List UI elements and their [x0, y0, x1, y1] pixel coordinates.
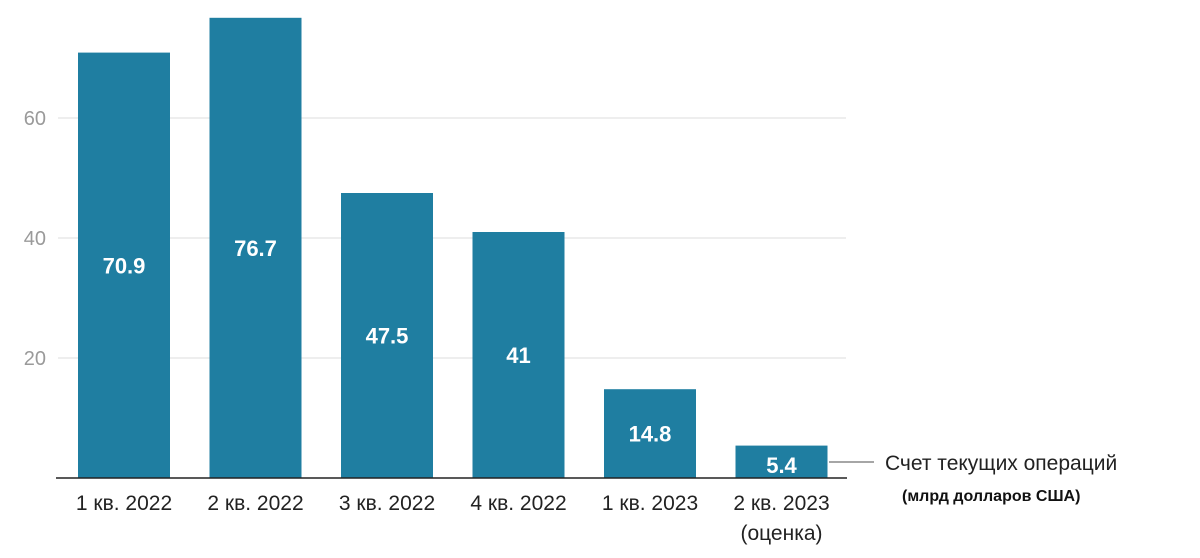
- bar-value-label: 41: [506, 343, 530, 368]
- bar-value-labels: 70.9 76.7 47.5 41 14.8 5.4: [103, 236, 798, 478]
- x-tick-label: 2 кв. 2022: [207, 492, 303, 515]
- bar: [472, 232, 565, 478]
- y-tick-label: 60: [24, 108, 46, 130]
- bar: [604, 389, 696, 478]
- y-tick-label: 20: [24, 348, 46, 370]
- bar: [341, 193, 433, 478]
- series-unit-label: (млрд долларов США): [902, 488, 1080, 505]
- x-tick-label: (оценка): [740, 522, 822, 545]
- bar: [735, 445, 828, 478]
- y-tick-label: 40: [24, 228, 46, 250]
- series-annotation: Счет текущих операций (млрд долларов США): [829, 452, 1117, 505]
- x-tick-label: 3 кв. 2022: [339, 492, 435, 515]
- x-tick-label: 2 кв. 2023: [733, 492, 829, 515]
- x-tick-label: 1 кв. 2023: [602, 492, 698, 515]
- x-axis-ticks: 1 кв. 2022 2 кв. 2022 3 кв. 2022 4 кв. 2022…: [76, 492, 830, 545]
- y-axis-ticks: 20 40 60: [24, 108, 46, 370]
- x-tick-label: 1 кв. 2022: [76, 492, 172, 515]
- bar: [78, 52, 170, 478]
- gridlines: [58, 117, 846, 359]
- bar-value-label: 47.5: [366, 324, 409, 349]
- bar-value-label: 70.9: [103, 253, 146, 278]
- series-name-label: Счет текущих операций: [885, 452, 1117, 475]
- bar-value-label: 5.4: [766, 453, 797, 478]
- x-tick-label: 4 кв. 2022: [470, 492, 566, 515]
- bar: [209, 17, 302, 479]
- bar-value-label: 76.7: [234, 236, 277, 261]
- bar-value-label: 14.8: [629, 422, 672, 447]
- bars: [78, 17, 828, 479]
